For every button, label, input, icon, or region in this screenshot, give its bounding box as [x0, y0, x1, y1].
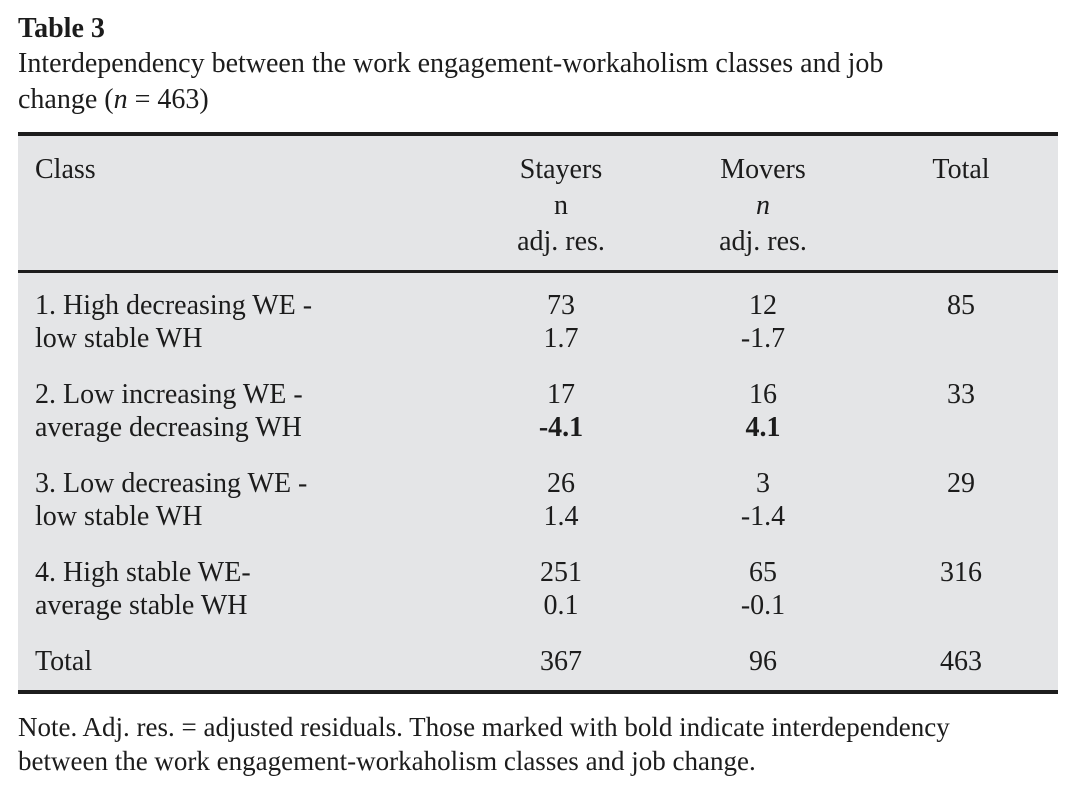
- movers-adjres-sublabel: adj. res.: [719, 226, 807, 257]
- stayers-cell: 73 1.7: [460, 289, 662, 355]
- caption-line-2: change (n = 463): [18, 82, 1063, 118]
- table-row-4: 4. High stable WE- average stable WH 251…: [18, 556, 1058, 622]
- stayers-header-label: Stayers: [519, 154, 603, 185]
- stayers-n-sublabel: n: [554, 190, 568, 221]
- class-cell: 3. Low decreasing WE - low stable WH: [18, 467, 460, 533]
- class-label-line1: 4. High stable WE-: [35, 557, 251, 588]
- grand-total-value: 463: [940, 646, 982, 677]
- stayers-n-value: 73: [547, 290, 575, 321]
- movers-cell: 16 4.1: [662, 378, 864, 444]
- col-header-stayers: Stayers n adj. res.: [460, 152, 662, 260]
- note-line-2: between the work engagement-workaholism …: [18, 746, 756, 776]
- caption-line-1: Interdependency between the work engagem…: [18, 48, 884, 79]
- table-note: Note. Adj. res. = adjusted residuals. Th…: [18, 710, 1063, 778]
- table-row-1: 1. High decreasing WE - low stable WH 73…: [18, 289, 1058, 355]
- row-total-value: 316: [940, 557, 982, 588]
- total-movers-value: 96: [749, 646, 777, 677]
- total-stayers-value: 367: [540, 646, 582, 677]
- movers-n-value: 3: [756, 468, 770, 499]
- class-cell: 4. High stable WE- average stable WH: [18, 556, 460, 622]
- col-header-total: Total: [932, 154, 990, 185]
- stayers-adjres-value: 0.1: [543, 590, 579, 621]
- class-label-line2: average decreasing WH: [35, 412, 302, 443]
- movers-cell: 65 -0.1: [662, 556, 864, 622]
- row-total-cell: 29: [864, 467, 1058, 533]
- table-total-row: Total 367 96 463: [18, 645, 1058, 690]
- class-label-line2: average stable WH: [35, 590, 248, 621]
- row-total-cell: 33: [864, 378, 1058, 444]
- table-row-2: 2. Low increasing WE - average decreasin…: [18, 378, 1058, 444]
- row-total-value: 85: [947, 290, 975, 321]
- movers-adjres-value: -0.1: [740, 590, 786, 621]
- stayers-adjres-sublabel: adj. res.: [517, 226, 605, 257]
- movers-n-value: 12: [749, 290, 777, 321]
- class-label-line1: 3. Low decreasing WE -: [35, 468, 308, 499]
- stayers-n-value: 251: [540, 557, 582, 588]
- movers-n-sublabel: n: [756, 190, 770, 221]
- data-table: Class Stayers n adj. res. Movers n adj. …: [18, 132, 1058, 694]
- col-header-movers: Movers n adj. res.: [662, 152, 864, 260]
- caption-line2-suffix: = 463): [127, 84, 209, 115]
- table-body: 1. High decreasing WE - low stable WH 73…: [18, 273, 1058, 690]
- movers-cell: 3 -1.4: [662, 467, 864, 533]
- col-header-class: Class: [35, 154, 96, 185]
- class-cell: 1. High decreasing WE - low stable WH: [18, 289, 460, 355]
- stayers-n-value: 17: [547, 379, 575, 410]
- movers-adjres-value: -1.7: [740, 323, 786, 354]
- table-header-row: Class Stayers n adj. res. Movers n adj. …: [18, 136, 1058, 273]
- stayers-cell: 26 1.4: [460, 467, 662, 533]
- note-line-1: Note. Adj. res. = adjusted residuals. Th…: [18, 712, 950, 742]
- class-label-line1: 2. Low increasing WE -: [35, 379, 303, 410]
- stayers-cell: 17 -4.1: [460, 378, 662, 444]
- table-caption: Interdependency between the work engagem…: [18, 46, 1063, 118]
- stayers-adjres-value: 1.7: [543, 323, 579, 354]
- table-row-3: 3. Low decreasing WE - low stable WH 26 …: [18, 467, 1058, 533]
- movers-cell: 12 -1.7: [662, 289, 864, 355]
- stayers-adjres-value: 1.4: [543, 501, 579, 532]
- stayers-cell: 251 0.1: [460, 556, 662, 622]
- row-total-value: 29: [947, 468, 975, 499]
- caption-line2-prefix: change (: [18, 84, 114, 115]
- row-total-cell: 85: [864, 289, 1058, 355]
- movers-adjres-value-bold: 4.1: [745, 412, 781, 443]
- class-label-line1: 1. High decreasing WE -: [35, 290, 313, 321]
- total-row-label: Total: [35, 646, 93, 677]
- movers-n-value: 16: [749, 379, 777, 410]
- caption-n-symbol: n: [113, 84, 128, 115]
- class-label-line2: low stable WH: [35, 323, 203, 354]
- movers-n-value: 65: [749, 557, 777, 588]
- row-total-cell: 316: [864, 556, 1058, 622]
- row-total-value: 33: [947, 379, 975, 410]
- class-label-line2: low stable WH: [35, 501, 203, 532]
- stayers-adjres-value-bold: -4.1: [538, 412, 584, 443]
- class-cell: 2. Low increasing WE - average decreasin…: [18, 378, 460, 444]
- movers-adjres-value: -1.4: [740, 501, 786, 532]
- stayers-n-value: 26: [547, 468, 575, 499]
- movers-header-label: Movers: [720, 154, 806, 185]
- table-title: Table 3: [18, 13, 105, 44]
